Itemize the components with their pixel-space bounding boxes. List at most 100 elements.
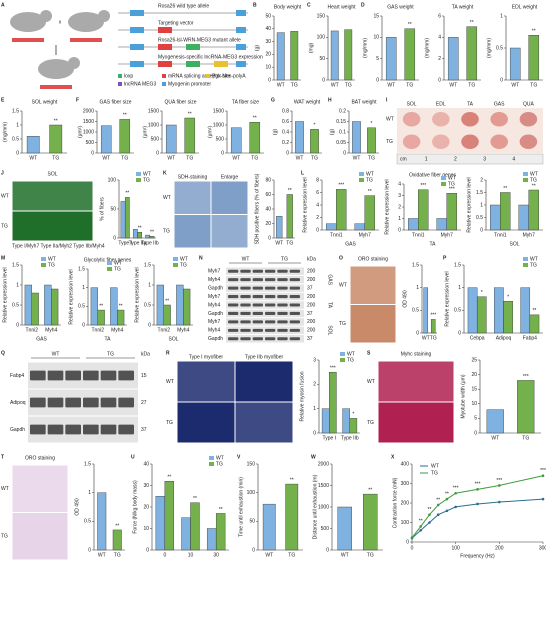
panel-letter: K — [163, 170, 167, 176]
y-axis-label: Relative expression level — [384, 179, 390, 234]
mouse-head — [68, 57, 80, 69]
x-tick-label: WT — [511, 82, 519, 88]
band — [252, 328, 263, 332]
x-tick-label: WT — [353, 155, 361, 161]
image-caption: Type I/Myh7 Type IIa/Myh2 Type IIb/Myh4 — [12, 243, 105, 249]
panel-letter: H — [328, 97, 332, 103]
row-label: TG — [163, 229, 170, 235]
bar — [286, 194, 293, 239]
y-tick-label: 1 — [500, 13, 503, 19]
y-tick-label: 1500 — [318, 483, 329, 489]
significance: ** — [428, 507, 432, 513]
bar — [342, 408, 350, 434]
bar — [165, 124, 177, 154]
point — [541, 474, 545, 478]
protein-label: Myh7 — [208, 319, 220, 325]
legend-swatch — [523, 257, 528, 261]
x-tick-label: 200 — [495, 545, 504, 551]
row-label: WT — [367, 379, 375, 385]
y-axis-label: (g) — [254, 45, 260, 51]
panel-title: Body weight — [274, 4, 302, 10]
protein-label: Gapdh — [208, 336, 223, 342]
y-tick-label: 1.5 — [454, 262, 461, 268]
y-tick-label: 0.5 — [454, 308, 461, 314]
panel-letter: P — [443, 255, 447, 261]
y-tick-label: 0 — [313, 430, 316, 436]
y-axis-label: (μm²) — [207, 126, 213, 138]
band — [240, 286, 251, 290]
construct-label: Rosa26 wild type allele — [158, 3, 209, 9]
micrograph — [235, 402, 293, 443]
panel-title: Oxidative fiber genes — [409, 172, 456, 178]
micrograph — [12, 181, 93, 211]
y-tick-label: 1 — [16, 122, 19, 128]
y-tick-label: 1500 — [83, 119, 94, 125]
bar — [163, 304, 171, 326]
y-tick-label: 1.5 — [412, 262, 419, 268]
legend-label: TG — [48, 262, 55, 268]
y-tick-label: 1.5 — [476, 190, 483, 196]
x-tick-label: WT — [232, 155, 240, 161]
x-axis-label: SOL — [168, 336, 178, 342]
bar — [494, 287, 504, 334]
panel-letter: V — [237, 454, 241, 460]
y-axis-label: Contraction force (mN) — [392, 477, 398, 528]
significance: *** — [449, 187, 455, 193]
bar — [184, 117, 196, 154]
y-tick-label: 500 — [321, 526, 330, 532]
x-axis-label: GAS — [345, 241, 356, 247]
y-tick-label: 20 — [265, 52, 271, 58]
panel-letter: X — [391, 454, 395, 460]
bar — [503, 301, 513, 334]
bar — [290, 31, 299, 81]
significance: *** — [523, 374, 529, 380]
x-tick-label: WT — [296, 155, 304, 161]
construct-element — [158, 61, 172, 67]
significance: ** — [532, 29, 536, 35]
bar — [337, 506, 352, 551]
bar — [528, 189, 539, 231]
y-tick-label: 0 — [438, 77, 441, 83]
bar — [385, 37, 397, 81]
tissue-label: TA — [327, 302, 333, 309]
y-tick-label: 1 — [148, 282, 151, 288]
y-tick-label: 200 — [401, 500, 410, 506]
band — [252, 286, 263, 290]
bar — [31, 292, 39, 326]
band — [277, 311, 288, 315]
transgene — [12, 38, 44, 42]
construct-element — [186, 44, 200, 50]
band — [228, 320, 239, 324]
protein-label: Fabp4 — [10, 373, 24, 379]
band — [277, 278, 288, 282]
bar — [112, 529, 122, 551]
band — [47, 370, 64, 381]
bar — [354, 223, 365, 231]
significance: ** — [253, 116, 257, 122]
bar — [430, 319, 436, 334]
y-tick-label: 2 — [316, 215, 319, 221]
x-tick-label: WT — [98, 552, 106, 558]
significance: *** — [496, 478, 502, 484]
row-label: WT — [339, 283, 347, 289]
band — [228, 278, 239, 282]
micrograph — [378, 402, 454, 443]
band — [289, 311, 300, 315]
y-tick-label: 2 — [438, 56, 441, 62]
bar — [156, 284, 164, 326]
bar — [97, 492, 107, 551]
y-tick-label: 50 — [265, 13, 271, 19]
band — [277, 337, 288, 341]
panel-title: SOL weight — [32, 99, 58, 105]
panel-letter: M — [1, 255, 5, 261]
panel-letter: C — [307, 2, 311, 8]
y-tick-label: 0 — [148, 322, 151, 328]
x-tick-label: Tnni2 — [91, 327, 104, 333]
legend-label: TG — [431, 470, 438, 476]
bar — [124, 197, 130, 239]
x-tick-label: 30 — [213, 552, 219, 558]
x-tick-label: WT — [491, 435, 499, 441]
point — [410, 536, 414, 540]
y-axis-label: Relative myosin fusion — [299, 371, 305, 421]
y-axis-label: Relative expression level — [68, 269, 74, 324]
